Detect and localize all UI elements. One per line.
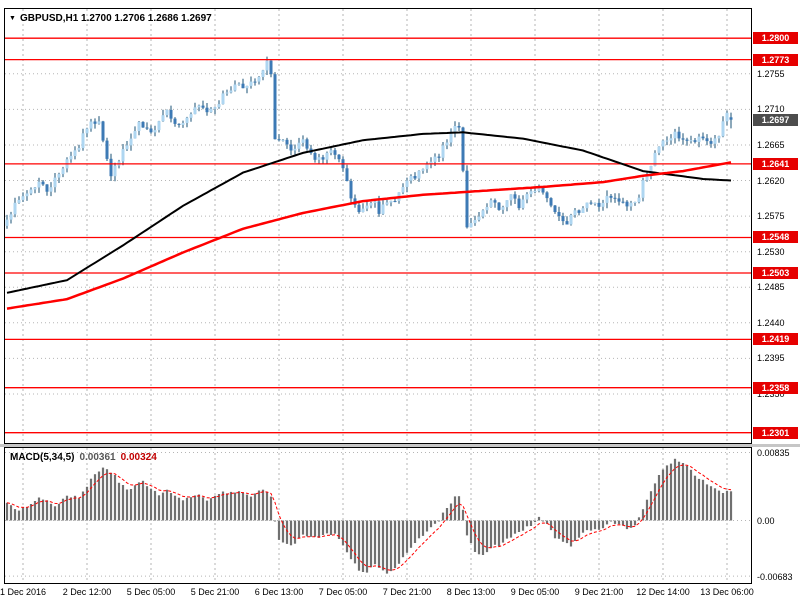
time-axis-label: 8 Dec 13:00 bbox=[446, 587, 496, 597]
level-price-label: 1.2800 bbox=[753, 32, 798, 44]
macd-tick-label: 0.00 bbox=[757, 516, 775, 526]
time-axis-label: 6 Dec 13:00 bbox=[254, 587, 304, 597]
level-price-label: 1.2641 bbox=[753, 158, 798, 170]
macd-indicator-panel[interactable] bbox=[4, 447, 752, 584]
level-price-label: 1.2773 bbox=[753, 54, 798, 66]
price-gridlines bbox=[5, 9, 751, 443]
price-tick-label: 1.2395 bbox=[757, 353, 785, 363]
price-axis[interactable]: 1.2755 1.2710 1.2665 1.2620 1.2575 1.2530 1.24… bbox=[752, 0, 800, 600]
level-price-label: 1.2301 bbox=[753, 427, 798, 439]
time-axis-label: 9 Dec 05:00 bbox=[510, 587, 560, 597]
price-tick-label: 1.2575 bbox=[757, 211, 785, 221]
time-axis-label: 12 Dec 14:00 bbox=[636, 587, 690, 597]
time-axis-label: 2 Dec 12:00 bbox=[62, 587, 112, 597]
time-axis[interactable]: 1 Dec 2016 2 Dec 12:00 5 Dec 05:00 5 Dec 21… bbox=[0, 584, 800, 600]
price-chart-panel[interactable] bbox=[4, 8, 752, 444]
chart-symbol-icon: ▼ bbox=[9, 14, 16, 22]
macd-main-value: 0.00361 bbox=[79, 452, 116, 463]
level-price-label: 1.2358 bbox=[753, 382, 798, 394]
price-tick-label: 1.2755 bbox=[757, 69, 785, 79]
macd-tick-label: -0.00683 bbox=[757, 572, 793, 582]
ma-fast-line bbox=[6, 161, 732, 310]
time-axis-label: 7 Dec 05:00 bbox=[318, 587, 368, 597]
macd-title: MACD(5,34,5) bbox=[10, 452, 75, 463]
time-axis-label: 1 Dec 2016 bbox=[0, 587, 47, 597]
price-tick-label: 1.2440 bbox=[757, 318, 785, 328]
level-price-label: 1.2419 bbox=[753, 333, 798, 345]
macd-indicator-label: MACD(5,34,5) 0.00361 0.00324 bbox=[10, 452, 157, 463]
price-tick-label: 1.2620 bbox=[757, 176, 785, 186]
support-resistance-lines[interactable] bbox=[5, 37, 751, 434]
time-axis-label: 7 Dec 21:00 bbox=[382, 587, 432, 597]
time-axis-label: 5 Dec 21:00 bbox=[190, 587, 240, 597]
level-price-label: 1.2503 bbox=[753, 267, 798, 279]
level-price-label: 1.2548 bbox=[753, 231, 798, 243]
price-tick-label: 1.2665 bbox=[757, 140, 785, 150]
price-chart-canvas[interactable] bbox=[5, 9, 751, 443]
macd-histogram bbox=[5, 458, 733, 574]
macd-signal-line bbox=[6, 464, 732, 571]
current-price-label: 1.2697 bbox=[753, 114, 798, 126]
time-axis-label: 5 Dec 05:00 bbox=[126, 587, 176, 597]
price-tick-label: 1.2485 bbox=[757, 282, 785, 292]
macd-signal-value: 0.00324 bbox=[120, 452, 157, 463]
panel-splitter[interactable] bbox=[0, 444, 800, 447]
macd-tick-label: 0.00835 bbox=[757, 448, 790, 458]
ma-slow-line bbox=[6, 131, 732, 294]
time-axis-label: 13 Dec 06:00 bbox=[700, 587, 754, 597]
price-tick-label: 1.2530 bbox=[757, 247, 785, 257]
time-axis-label: 9 Dec 21:00 bbox=[574, 587, 624, 597]
macd-canvas[interactable] bbox=[5, 448, 751, 583]
price-tick-label: 1.2350 bbox=[757, 389, 785, 399]
ohlc-text: GBPUSD,H1 1.2700 1.2706 1.2686 1.2697 bbox=[19, 13, 212, 24]
candles-series bbox=[5, 56, 733, 229]
symbol-ohlc-label: ▼ GBPUSD,H1 1.2700 1.2706 1.2686 1.2697 bbox=[9, 13, 212, 24]
price-tick-label: 1.2710 bbox=[757, 104, 785, 114]
